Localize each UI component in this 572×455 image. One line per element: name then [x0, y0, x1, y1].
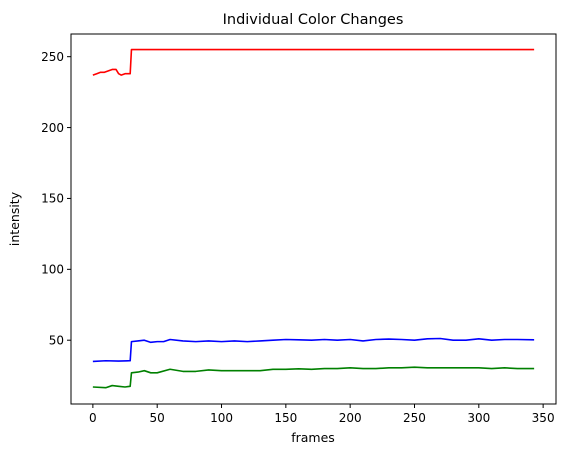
y-tick-label: 100 [41, 263, 64, 277]
y-tick-label: 200 [41, 121, 64, 135]
chart-title: Individual Color Changes [223, 12, 404, 28]
x-tick-label: 100 [210, 411, 233, 425]
series-line-3 [92, 366, 535, 389]
y-axis-ticks: 50 100 150 200 250 [41, 50, 71, 348]
series-line-2 [92, 337, 535, 363]
x-tick-label: 200 [339, 411, 362, 425]
x-axis-ticks: 0 50 100 150 200 250 300 350 [89, 404, 555, 425]
x-tick-label: 300 [467, 411, 490, 425]
x-tick-label: 350 [532, 411, 555, 425]
plot-frame [70, 33, 557, 405]
y-axis-label: intensity [7, 191, 22, 246]
y-tick-label: 250 [41, 50, 64, 64]
x-tick-label: 250 [403, 411, 426, 425]
series-line-1 [92, 48, 535, 76]
y-tick-label: 50 [49, 334, 64, 348]
x-axis-label: frames [291, 430, 335, 445]
x-tick-label: 0 [89, 411, 97, 425]
x-tick-label: 50 [150, 411, 165, 425]
plot-area [70, 33, 557, 405]
x-tick-label: 150 [274, 411, 297, 425]
y-tick-label: 150 [41, 192, 64, 206]
